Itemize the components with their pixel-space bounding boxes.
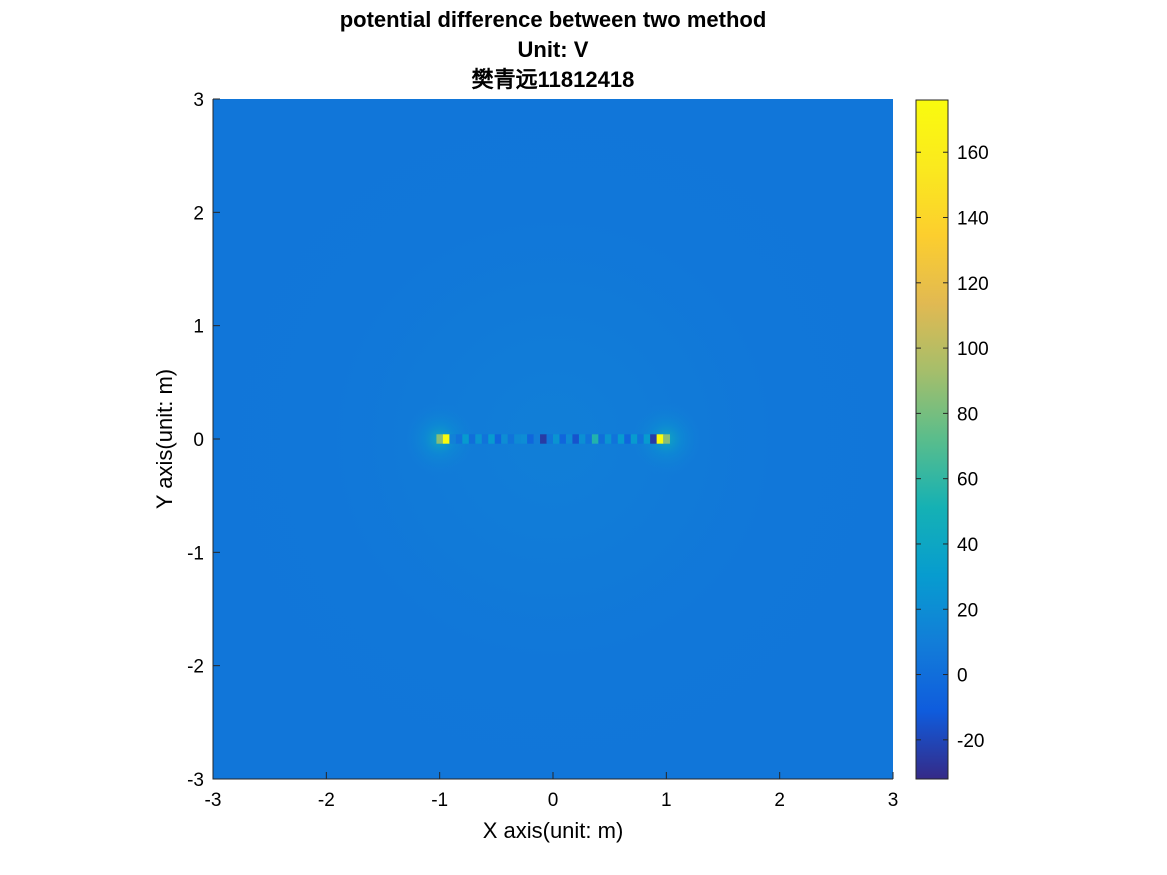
- heatmap-cell: [507, 434, 515, 444]
- heatmap-cell: [578, 434, 586, 444]
- colorbar-tick-label: 120: [957, 274, 989, 295]
- y-tick-label: -2: [187, 657, 204, 678]
- colorbar-tick-label: 60: [957, 470, 978, 491]
- y-axis-label: Y axis(unit: m): [152, 369, 177, 509]
- y-axis-ticks: -3 -2 -1 0 1 2 3: [187, 90, 220, 791]
- heatmap-cell: [650, 434, 658, 444]
- heatmap-cell: [630, 434, 638, 444]
- heatmap-cell: [449, 434, 457, 444]
- heatmap-cell: [540, 434, 547, 444]
- heatmap-cell: [462, 434, 470, 444]
- colorbar-tick-label: 140: [957, 209, 989, 230]
- x-tick-label: -3: [205, 790, 222, 811]
- colorbar-tick-label: 80: [957, 404, 978, 425]
- x-tick-label: 2: [774, 790, 785, 811]
- heatmap-cell: [527, 434, 534, 444]
- colorbar-tick-label: 20: [957, 600, 978, 621]
- heatmap-cell: [455, 434, 463, 444]
- x-tick-label: -1: [431, 790, 448, 811]
- heatmap-cell: [553, 434, 560, 444]
- heatmap-cell: [643, 434, 651, 444]
- y-tick-label: 3: [193, 90, 204, 111]
- colorbar-tick-label: -20: [957, 731, 984, 752]
- heatmap-cell: [436, 434, 444, 444]
- heatmap-cell: [488, 434, 496, 444]
- heatmap-cell: [546, 434, 554, 444]
- heatmap-cell: [604, 434, 612, 444]
- colorbar-gradient: [915, 99, 949, 780]
- heatmap-cell: [520, 434, 528, 444]
- colorbar-tick-label: 160: [957, 143, 989, 164]
- y-tick-label: 1: [193, 317, 204, 338]
- heatmap-cell: [533, 434, 541, 444]
- heatmap-cell: [617, 434, 625, 444]
- plot-area: [212, 99, 893, 780]
- colorbar-tick-label: 0: [957, 666, 968, 687]
- y-tick-label: -1: [187, 543, 204, 564]
- heatmap-cell: [637, 434, 645, 444]
- heatmap-cell: [598, 434, 606, 444]
- chart-title: potential difference between two method U…: [340, 7, 767, 92]
- chart-title-line-3: 樊青远11812418: [472, 67, 635, 92]
- heatmap-cell: [494, 434, 502, 444]
- colorbar: -20 0 20 40 60 80 100 120 140 160: [915, 99, 989, 780]
- x-tick-label: 3: [888, 790, 899, 811]
- heatmap-cell: [565, 434, 573, 444]
- heatmap-cell: [559, 434, 567, 444]
- heatmap-cell: [468, 434, 476, 444]
- heatmap-cell: [475, 434, 483, 444]
- heatmap-cell: [501, 434, 509, 444]
- x-tick-label: 1: [661, 790, 672, 811]
- x-tick-label: 0: [548, 790, 559, 811]
- colorbar-tick-label: 100: [957, 339, 989, 360]
- y-tick-label: -3: [187, 770, 204, 791]
- heatmap-cell: [481, 434, 489, 444]
- heatmap-cell: [585, 434, 593, 444]
- x-tick-label: -2: [318, 790, 335, 811]
- heatmap-cell: [624, 434, 632, 444]
- y-tick-label: 0: [193, 430, 204, 451]
- heatmap-cell: [514, 434, 522, 444]
- heatmap-cell: [442, 434, 450, 444]
- heatmap-cell: [572, 434, 580, 444]
- x-axis-label: X axis(unit: m): [483, 818, 624, 843]
- heatmap-cell: [656, 434, 664, 444]
- chart-title-line-1: potential difference between two method: [340, 7, 767, 32]
- y-tick-label: 2: [193, 203, 204, 224]
- x-axis-ticks: -3 -2 -1 0 1 2 3: [205, 772, 899, 811]
- colorbar-tick-label: 40: [957, 535, 978, 556]
- heatmap-cell: [663, 434, 670, 444]
- heatmap-cell: [611, 434, 619, 444]
- heatmap-cell: [591, 434, 599, 444]
- chart-title-line-2: Unit: V: [518, 37, 589, 62]
